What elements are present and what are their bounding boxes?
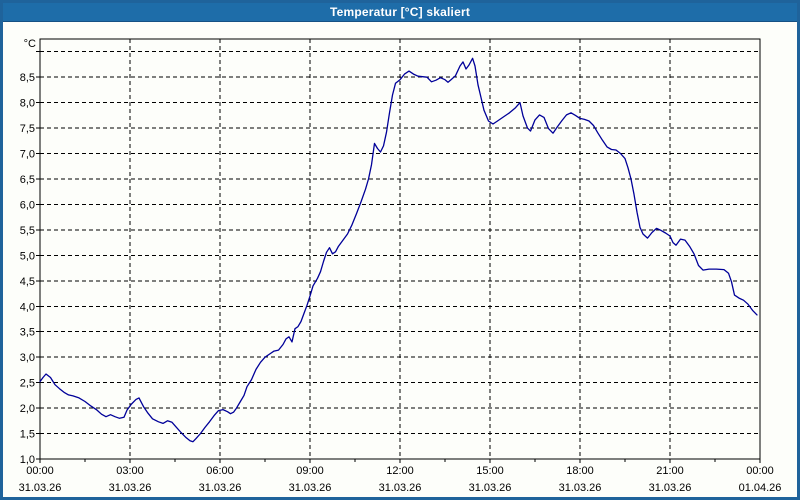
y-tick-label: 1,5 bbox=[20, 429, 35, 441]
y-tick-label: 1,0 bbox=[20, 454, 35, 466]
x-tick-time-label: 06:00 bbox=[206, 465, 234, 477]
title-bar[interactable]: Temperatur [°C] skaliert bbox=[2, 2, 798, 22]
y-tick-label: 2,0 bbox=[20, 403, 35, 415]
window-title: Temperatur [°C] skaliert bbox=[329, 4, 471, 19]
x-tick-time-label: 21:00 bbox=[656, 465, 684, 477]
x-tick-time-label: 03:00 bbox=[116, 465, 144, 477]
x-tick-date-label: 31.03.26 bbox=[289, 482, 332, 494]
x-tick-time-label: 12:00 bbox=[386, 465, 414, 477]
x-tick-date-label: 31.03.26 bbox=[19, 482, 62, 494]
x-tick-time-label: 00:00 bbox=[26, 465, 54, 477]
y-tick-label: 2,5 bbox=[20, 378, 35, 390]
x-tick-time-label: 18:00 bbox=[566, 465, 594, 477]
y-tick-label: 5,5 bbox=[20, 225, 35, 237]
x-tick-time-label: 15:00 bbox=[476, 465, 504, 477]
x-tick-date-label: 31.03.26 bbox=[559, 482, 602, 494]
y-tick-label: 8,5 bbox=[20, 72, 35, 84]
y-tick-label: 8,0 bbox=[20, 98, 35, 110]
x-tick-date-label: 31.03.26 bbox=[199, 482, 242, 494]
x-tick-date-label: 31.03.26 bbox=[469, 482, 512, 494]
y-tick-label: 6,5 bbox=[20, 174, 35, 186]
y-tick-label: 7,5 bbox=[20, 123, 35, 135]
y-tick-label: 4,5 bbox=[20, 276, 35, 288]
y-axis-unit-label: °C bbox=[24, 38, 36, 50]
x-tick-date-label: 01.04.26 bbox=[739, 482, 782, 494]
y-tick-label: 6,0 bbox=[20, 199, 35, 211]
x-tick-date-label: 31.03.26 bbox=[649, 482, 692, 494]
x-tick-time-label: 09:00 bbox=[296, 465, 324, 477]
temperature-series-line bbox=[39, 57, 758, 443]
y-tick-label: 3,5 bbox=[20, 327, 35, 339]
x-tick-date-label: 31.03.26 bbox=[109, 482, 152, 494]
y-tick-label: 5,0 bbox=[20, 250, 35, 262]
y-tick-label: 3,0 bbox=[20, 352, 35, 364]
y-tick-label: 7,0 bbox=[20, 149, 35, 161]
x-tick-time-label: 00:00 bbox=[746, 465, 774, 477]
y-tick-label: 4,0 bbox=[20, 301, 35, 313]
x-tick-date-label: 31.03.26 bbox=[379, 482, 422, 494]
